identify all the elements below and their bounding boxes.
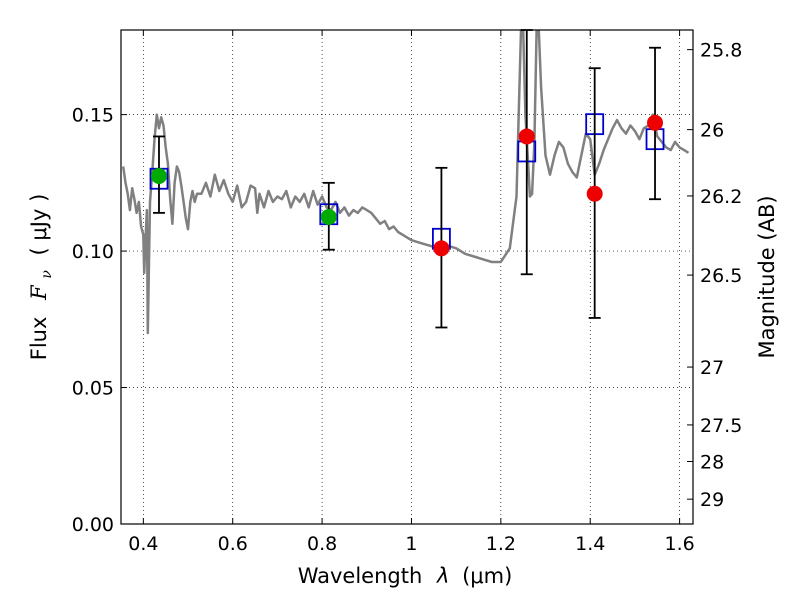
template-spectrum-line [121, 30, 690, 335]
x-axis-label-symbol: λ [436, 564, 449, 588]
x-tick-label: 0.4 [128, 533, 158, 555]
observed-flux-point [433, 240, 450, 257]
observed-flux-point [586, 185, 603, 202]
x-tick-label: 1 [405, 533, 417, 555]
y-tick-label: 0.15 [72, 105, 114, 127]
y-axis-label-subscript: ν [39, 270, 55, 279]
observed-flux-point [320, 208, 337, 225]
y2-tick-label: 26.5 [700, 265, 742, 287]
ticks-layer: 0.4 0.6 0.8 1 1.2 1.4 1.6 0.00 0.05 0.10 0.15 25.8 2… [72, 30, 742, 555]
markers-layer [149, 29, 665, 329]
y-axis-label: Flux F ν ( μJy ) [27, 194, 56, 361]
y-tick-label: 0.00 [72, 514, 114, 536]
y2-tick-label: 27.5 [700, 415, 742, 437]
y-axis-label-main: Flux [27, 317, 51, 361]
y-axis-label-symbol: F [27, 284, 51, 301]
y-axis-label-unit: ( μJy ) [27, 194, 51, 256]
observed-flux-point [150, 168, 167, 185]
x-axis-label-main: Wavelength [298, 564, 423, 588]
y-tick-label: 0.05 [72, 378, 114, 400]
y2-tick-label: 26.2 [700, 186, 742, 208]
x-axis-label: Wavelength λ (μm) [298, 564, 513, 588]
axes-frame [120, 29, 694, 525]
x-tick-label: 0.6 [218, 533, 248, 555]
y2-tick-label: 25.8 [700, 40, 742, 62]
x-tick-label: 1.4 [575, 533, 605, 555]
y-tick-label: 0.10 [72, 241, 114, 263]
y2-tick-label: 26 [700, 120, 724, 142]
y2-tick-label: 28 [700, 451, 724, 473]
x-tick-label: 1.6 [664, 533, 694, 555]
x-tick-label: 1.2 [486, 533, 516, 555]
plot-area [121, 30, 690, 335]
y2-tick-label: 29 [700, 489, 724, 511]
x-axis-label-unit: (μm) [462, 564, 512, 588]
observed-flux-point [518, 128, 535, 145]
observed-flux-point [647, 114, 664, 131]
x-tick-label: 0.8 [307, 533, 337, 555]
y2-axis-label: Magnitude (AB) [755, 195, 779, 358]
y2-tick-label: 27 [700, 357, 724, 379]
